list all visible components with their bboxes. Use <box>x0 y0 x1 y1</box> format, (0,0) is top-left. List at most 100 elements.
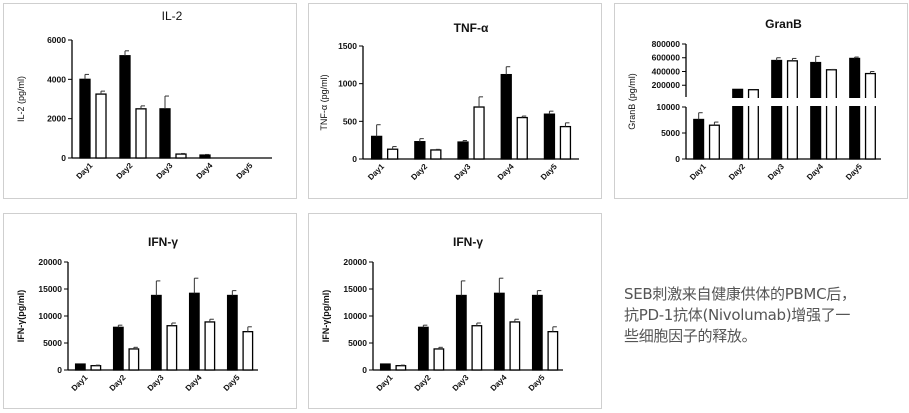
y-tick-label: 1000 <box>338 79 357 89</box>
axis-break-gap <box>848 98 861 106</box>
y-axis-label: IFN-γ(pg/ml) <box>321 290 331 343</box>
chart-title: IFN-γ <box>148 235 178 249</box>
y-tick-label: 0 <box>362 365 367 375</box>
x-tick-label: Day1 <box>375 373 395 393</box>
bar-Nivolumab <box>471 325 483 371</box>
description-text: SEB刺激来自健康供体的PBMC后，抗PD-1抗体(Nivolumab)增强了一… <box>624 285 856 345</box>
y-tick-label: 0 <box>61 153 66 163</box>
x-tick-label: Day5 <box>527 373 547 393</box>
axis-break-gap <box>731 98 744 106</box>
bar-Nivolumab <box>204 321 216 371</box>
bar-Nivolumab <box>433 348 445 371</box>
x-tick-label: Day5 <box>539 162 559 182</box>
bar-control <box>500 73 512 160</box>
chart-granb: GranB GranB (pg/ml) 0 5000 10000 200000 400000… <box>614 3 908 199</box>
x-tick-label: Day3 <box>451 373 471 393</box>
bar-Nivolumab <box>473 106 485 160</box>
bar-Nivolumab <box>128 348 140 371</box>
x-tick-label: Day4 <box>496 162 516 182</box>
y-tick-label: 5000 <box>348 338 367 348</box>
chart-title: IFN-γ <box>453 235 483 249</box>
chart-svg: GranB GranB (pg/ml) 0 5000 10000 200000 400000… <box>627 17 881 182</box>
y-axis-label: IL-2 (pg/ml) <box>16 76 26 122</box>
y-tick-label: 5000 <box>661 128 680 138</box>
y-tick-label: 5000 <box>43 338 62 348</box>
bar-control <box>379 363 391 371</box>
bar-Nivolumab <box>175 153 187 159</box>
x-tick-label: Day1 <box>366 162 386 182</box>
bar-Nivolumab <box>864 72 876 160</box>
bar-control <box>159 108 171 159</box>
bar-control <box>849 57 861 160</box>
y-axis-label: IFN-γ(pg/ml) <box>16 290 26 343</box>
axis-break-gap <box>809 98 822 106</box>
y-tick-label: 20000 <box>343 257 367 267</box>
y-tick-label: 600000 <box>652 53 681 63</box>
y-tick-label: 0 <box>675 154 680 164</box>
x-tick-label: Day3 <box>155 161 175 181</box>
bar-control <box>74 363 86 371</box>
x-tick-label: Day4 <box>184 373 204 393</box>
x-tick-label: Day3 <box>453 162 473 182</box>
chart-ifn-gamma-2: IFN-γ IFN-γ(pg/ml) 0 5000 10000 15000 20000 Day… <box>308 213 602 409</box>
x-tick-label: Day2 <box>115 161 135 181</box>
y-tick-label: 15000 <box>343 284 367 294</box>
y-axis-label: GranB (pg/ml) <box>627 73 637 130</box>
chart-ifn-gamma-1: IFN-γ IFN-γ(pg/ml) 0 5000 10000 15000 20000 Day… <box>3 213 297 409</box>
bar-control <box>810 61 822 160</box>
x-tick-label: Day2 <box>727 162 747 182</box>
x-tick-label: Day1 <box>70 373 90 393</box>
chart-il2: IL-2 IL-2 (pg/ml) 0 2000 4000 6000 Day1 Day2 Day… <box>3 3 297 199</box>
bar-control <box>457 141 469 160</box>
bar-control <box>150 294 162 371</box>
x-tick-label: Day5 <box>844 162 864 182</box>
y-tick-label: 10000 <box>38 311 62 321</box>
x-tick-label: Day4 <box>489 373 509 393</box>
bar-Nivolumab <box>786 60 798 160</box>
bar-control <box>531 294 543 371</box>
chart-title: GranB <box>765 17 802 31</box>
bar-Nivolumab <box>95 93 107 159</box>
axis-break-gap <box>864 98 877 106</box>
y-tick-label: 1500 <box>338 41 357 51</box>
x-tick-label: Day4 <box>195 161 215 181</box>
y-tick-label: 6000 <box>47 35 66 45</box>
bar-control <box>112 326 124 371</box>
y-tick-label: 500 <box>343 116 357 126</box>
x-tick-label: Day4 <box>805 162 825 182</box>
bar-control <box>226 294 238 371</box>
axis-break-gap <box>770 98 783 106</box>
x-tick-label: Day2 <box>409 162 429 182</box>
chart-svg: TNF-α TNF-α (pg/ml) 0 500 1000 1500 Day1 Day2 Da… <box>319 21 579 182</box>
y-tick-label: 10000 <box>656 102 680 112</box>
chart-svg: IFN-γ IFN-γ(pg/ml) 0 5000 10000 15000 20000 Day… <box>16 235 258 393</box>
chart-svg: IL-2 IL-2 (pg/ml) 0 2000 4000 6000 Day1 Day2 Day… <box>16 9 272 181</box>
bar-control <box>370 135 383 160</box>
x-tick-label: Day5 <box>222 373 242 393</box>
y-axis-label: TNF-α (pg/ml) <box>319 74 329 130</box>
y-tick-label: 10000 <box>343 311 367 321</box>
bar-Nivolumab <box>547 331 559 371</box>
y-tick-label: 0 <box>57 365 62 375</box>
x-tick-label: Day1 <box>688 162 708 182</box>
x-tick-label: Day2 <box>108 373 128 393</box>
bar-Nivolumab <box>242 331 254 371</box>
x-tick-label: Day2 <box>413 373 433 393</box>
bar-control <box>732 88 744 160</box>
bar-Nivolumab <box>386 148 399 160</box>
y-tick-label: 0 <box>352 154 357 164</box>
chart-title: TNF-α <box>454 21 489 35</box>
chart-title: IL-2 <box>162 9 183 23</box>
bar-control <box>119 55 131 159</box>
y-tick-label: 4000 <box>47 74 66 84</box>
bar-Nivolumab <box>166 325 178 371</box>
bar-Nivolumab <box>509 321 521 371</box>
bar-control <box>417 326 429 371</box>
bar-control <box>771 59 783 160</box>
axis-break-gap <box>825 98 838 106</box>
bar-control <box>188 292 200 371</box>
axis-break-gap <box>786 98 799 106</box>
bar-control <box>455 294 467 371</box>
y-tick-label: 15000 <box>38 284 62 294</box>
bar-Nivolumab <box>708 124 720 160</box>
